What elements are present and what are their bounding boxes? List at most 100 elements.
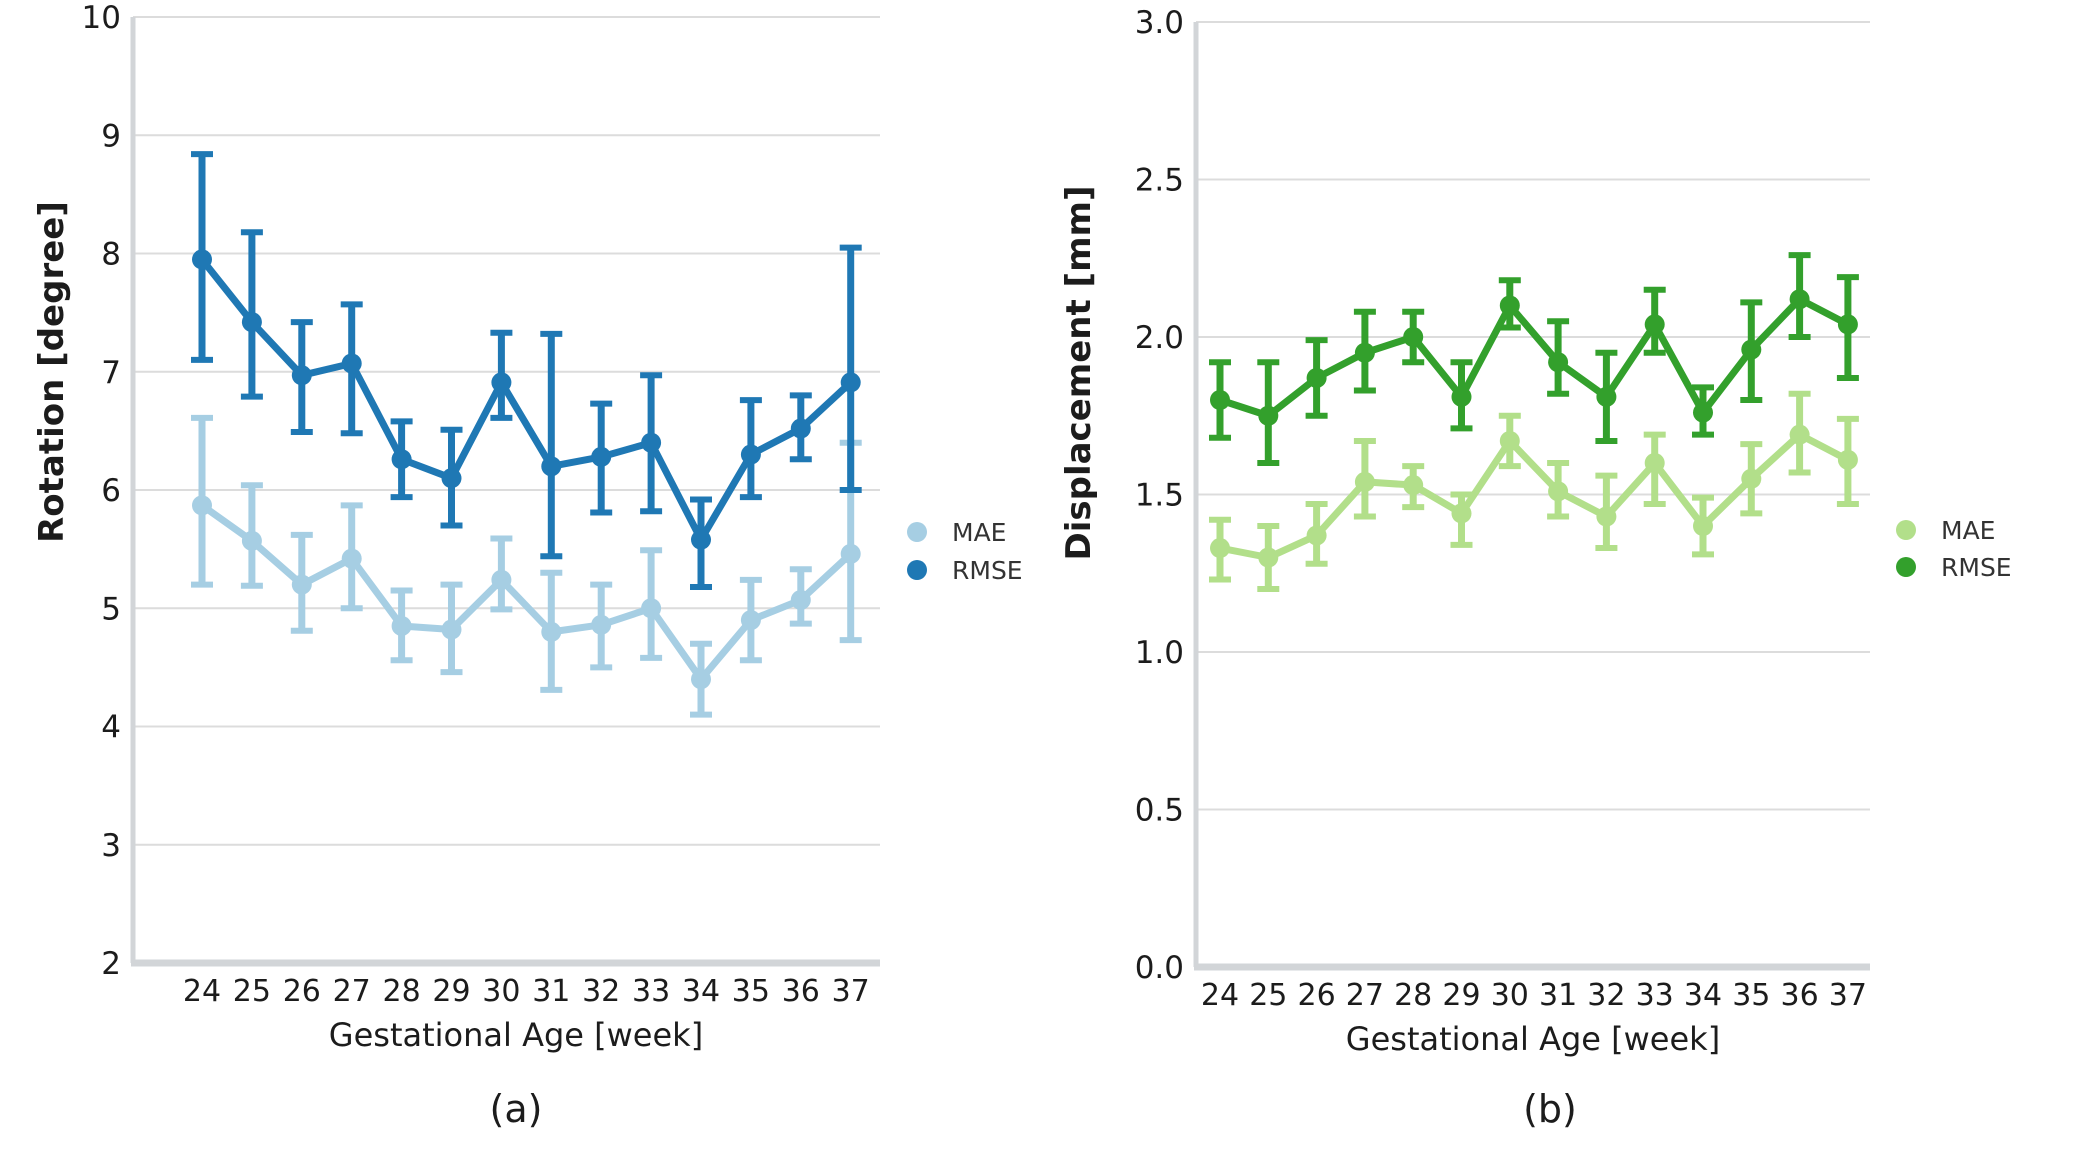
data-point <box>1210 538 1230 559</box>
data-point <box>1451 503 1472 524</box>
series-line <box>1219 431 1850 561</box>
data-point <box>1644 314 1665 335</box>
legend: MAE RMSE <box>1896 516 2012 582</box>
data-point <box>1789 289 1810 310</box>
x-tick-label: 29 <box>1442 978 1480 1013</box>
x-axis-label: Gestational Age [week] <box>1346 1020 1720 1058</box>
x-tick-label: 28 <box>1394 978 1432 1013</box>
data-point <box>241 530 262 551</box>
y-tick-label: 3 <box>101 828 121 864</box>
data-point <box>641 598 662 619</box>
panel-caption: (b) <box>1523 1087 1577 1131</box>
y-tick-label: 10 <box>82 0 121 36</box>
x-tick-label: 33 <box>632 974 670 1009</box>
legend-label: MAE <box>1941 516 1995 545</box>
data-point <box>441 468 462 489</box>
data-point <box>391 615 412 636</box>
data-point <box>1789 424 1810 445</box>
data-point <box>691 669 711 690</box>
x-tick-label: 31 <box>1539 978 1577 1013</box>
x-tick-label: 24 <box>183 974 221 1009</box>
legend: MAE RMSE <box>907 518 1023 585</box>
y-tick-label: 2.5 <box>1135 163 1184 199</box>
x-axis-label: Gestational Age [week] <box>329 1016 703 1054</box>
data-point <box>1596 506 1617 527</box>
y-tick-label: 9 <box>101 118 121 154</box>
data-point <box>840 372 861 393</box>
y-tick-label: 2 <box>101 946 121 982</box>
data-point <box>1306 367 1327 388</box>
data-point <box>1403 475 1424 496</box>
data-point <box>1644 453 1665 473</box>
data-point <box>1741 339 1762 360</box>
legend-marker <box>907 560 927 580</box>
legend-label: RMSE <box>1941 553 2012 582</box>
data-point <box>1306 525 1327 546</box>
x-tick-label: 37 <box>832 974 870 1009</box>
data-point <box>491 372 512 393</box>
data-point <box>541 621 562 642</box>
y-tick-label: 3.0 <box>1135 5 1184 41</box>
data-point <box>1741 468 1762 489</box>
data-point <box>391 449 412 470</box>
data-point <box>1403 327 1424 347</box>
panel-caption: (a) <box>490 1087 543 1131</box>
panel-b: 0.0 0.5 1.0 1.5 2.0 2.5 3.0 24 25 26 27 28 29 30 31 32 3… <box>1059 5 2012 1131</box>
data-point <box>491 569 512 590</box>
x-tick-label: 26 <box>1298 978 1336 1013</box>
x-tick-label: 36 <box>1781 978 1819 1013</box>
x-tick-label: 30 <box>482 974 520 1009</box>
y-tick-label: 0.5 <box>1135 793 1184 829</box>
data-point <box>740 610 761 631</box>
y-tick-label: 8 <box>101 237 121 273</box>
legend-label: MAE <box>952 518 1006 547</box>
x-tick-label: 31 <box>532 974 570 1009</box>
data-point <box>541 456 562 477</box>
data-point <box>1596 386 1617 407</box>
data-point <box>1258 405 1279 426</box>
data-point <box>192 249 212 270</box>
series-mae <box>191 414 862 718</box>
y-tick-label: 1.5 <box>1135 478 1184 514</box>
x-tick-label: 37 <box>1829 978 1867 1013</box>
x-tick-label: 26 <box>283 974 321 1009</box>
y-tick-label: 7 <box>101 355 121 391</box>
series-mae <box>1209 390 1859 592</box>
data-point <box>1258 547 1279 568</box>
data-point <box>1693 516 1713 536</box>
data-point <box>790 418 811 439</box>
data-point <box>291 574 312 595</box>
y-tick-label: 4 <box>101 710 121 746</box>
x-tick-label: 27 <box>1346 978 1384 1013</box>
series-rmse <box>191 151 862 590</box>
x-tick-label: 27 <box>333 974 371 1009</box>
data-point <box>1548 481 1569 502</box>
legend-marker <box>907 522 927 542</box>
legend-label: RMSE <box>952 556 1023 585</box>
y-axis-label: Displacement [mm] <box>1059 186 1099 561</box>
x-tick-label: 35 <box>732 974 770 1009</box>
data-point <box>291 365 312 386</box>
data-point <box>591 614 612 635</box>
x-tick-label: 32 <box>1587 978 1625 1013</box>
y-tick-label: 5 <box>101 591 121 627</box>
x-tick-label: 34 <box>1684 978 1722 1013</box>
data-point <box>790 589 811 610</box>
data-point <box>1837 314 1858 335</box>
data-point <box>341 548 362 569</box>
data-point <box>1354 342 1375 363</box>
x-tick-label: 25 <box>1249 978 1287 1013</box>
legend-marker <box>1896 520 1916 540</box>
data-point <box>1451 386 1472 407</box>
x-tick-label: 30 <box>1491 978 1529 1013</box>
data-point <box>1548 352 1569 373</box>
legend-marker <box>1896 557 1916 577</box>
data-point <box>341 353 362 374</box>
data-point <box>241 312 262 333</box>
x-tick-label: 28 <box>383 974 421 1009</box>
x-tick-label: 29 <box>432 974 470 1009</box>
data-point <box>1499 295 1520 316</box>
x-tick-label: 25 <box>233 974 271 1009</box>
